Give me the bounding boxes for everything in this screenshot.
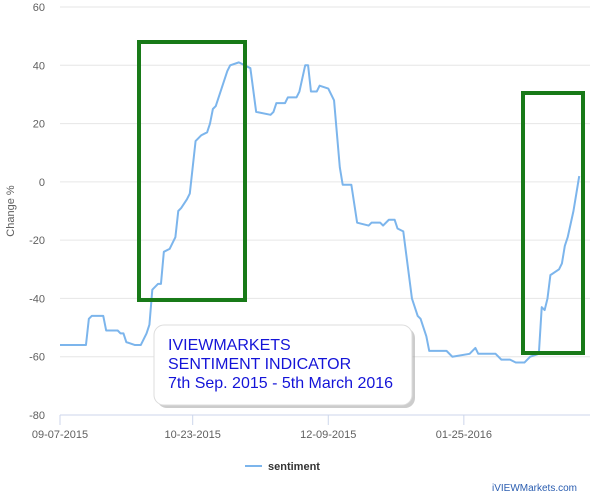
y-tick-label: -80 [29, 410, 45, 422]
annotation-text: SENTIMENT INDICATOR [168, 356, 351, 373]
watermark[interactable]: iVIEWMarkets.com [492, 483, 577, 494]
legend-label: sentiment [268, 461, 320, 473]
x-tick-label: 09-07-2015 [32, 429, 88, 441]
y-tick-label: -40 [29, 293, 45, 305]
highlight-box [137, 40, 247, 302]
annotation-text: 7th Sep. 2015 - 5th March 2016 [168, 375, 393, 392]
y-tick-label: 40 [33, 60, 45, 72]
x-tick-label: 01-25-2016 [436, 429, 492, 441]
y-tick-label: -20 [29, 235, 45, 247]
series-line [60, 61, 581, 364]
highlight-box [521, 91, 585, 355]
y-tick-label: -60 [29, 352, 45, 364]
x-tick-label: 10-23-2015 [165, 429, 221, 441]
y-tick-label: 0 [39, 177, 45, 189]
annotation-text: IVIEWMARKETS [168, 337, 291, 354]
annotation-box [153, 324, 413, 406]
x-tick-label: 12-09-2015 [300, 429, 356, 441]
y-tick-label: 20 [33, 119, 45, 131]
y-tick-label: 60 [33, 2, 45, 14]
y-axis-title: Change % [5, 185, 17, 237]
